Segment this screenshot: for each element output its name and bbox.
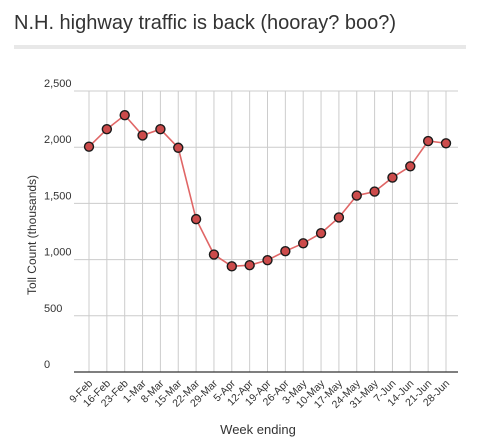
data-point [208,249,220,260]
x-axis-ticks: 9-Feb16-Feb23-Feb1-Mar8-Mar15-Mar22-Mar2… [67,377,452,411]
y-tick-label: 1,000 [44,247,72,259]
data-point [137,130,148,141]
data-point [226,261,238,272]
y-axis-ticks: 0 500 1,000 1,500 2,000 2,500 [44,78,72,371]
data-point [422,135,434,147]
y-axis-label: Toll Count (thousands) [25,175,39,295]
data-point [280,245,291,257]
y-tick-label: 0 [44,359,50,371]
data-point [405,161,416,172]
data-point [369,186,380,197]
chart-title: N.H. highway traffic is back (hooray? bo… [14,12,397,34]
data-point [440,138,452,149]
data-point [101,124,113,135]
data-point [119,109,130,121]
title-divider [14,45,466,49]
y-tick-label: 2,500 [44,78,72,90]
data-point [387,172,398,183]
y-tick-label: 500 [44,303,62,315]
data-point [262,254,273,266]
data-point [244,260,255,271]
data-point [190,213,202,225]
data-point [173,142,184,153]
grid [74,90,458,372]
series [83,109,452,272]
x-axis-label: Week ending [220,422,296,437]
data-point [83,141,95,152]
data-point [333,212,345,223]
data-point [315,227,327,239]
data-point [351,190,362,201]
data-point [298,238,309,249]
y-tick-label: 2,000 [44,134,72,146]
data-point [155,124,166,135]
y-tick-label: 1,500 [44,190,72,202]
